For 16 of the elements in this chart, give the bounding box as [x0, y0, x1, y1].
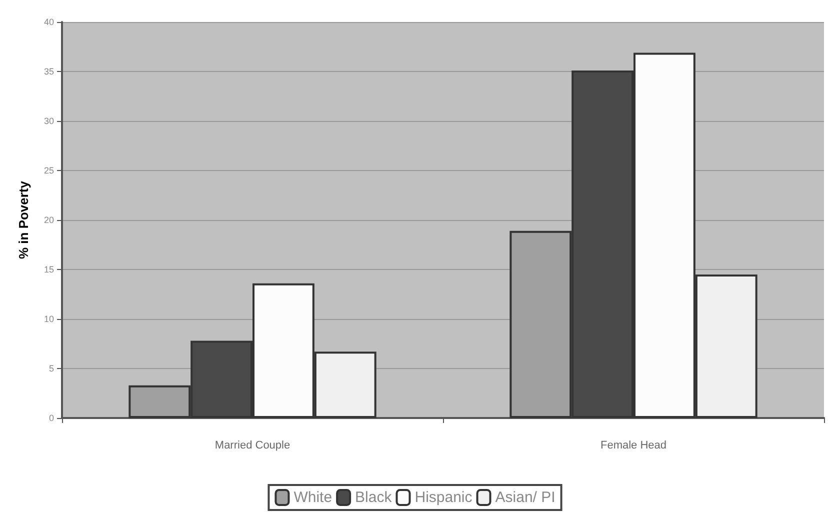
x-tick-label: Married Couple [214, 440, 290, 452]
y-tick-label: 5 [48, 364, 54, 374]
y-tick-label: 20 [44, 215, 54, 225]
legend-label: White [294, 489, 332, 506]
x-tick-label: Female Head [600, 440, 667, 452]
legend-label: Black [355, 489, 392, 506]
y-tick-label: 35 [44, 66, 54, 76]
y-tick-label: 25 [44, 166, 54, 176]
y-tick-label: 30 [44, 116, 54, 126]
legend-label: Asian/ PI [495, 489, 556, 506]
y-tick-label: 0 [48, 413, 54, 423]
y-tick-label: 10 [44, 314, 54, 324]
y-tick-label: 40 [44, 17, 54, 27]
legend-label: Hispanic [414, 489, 473, 506]
y-tick-label: 15 [44, 264, 54, 274]
y-axis-title: % in Poverty [16, 180, 31, 260]
